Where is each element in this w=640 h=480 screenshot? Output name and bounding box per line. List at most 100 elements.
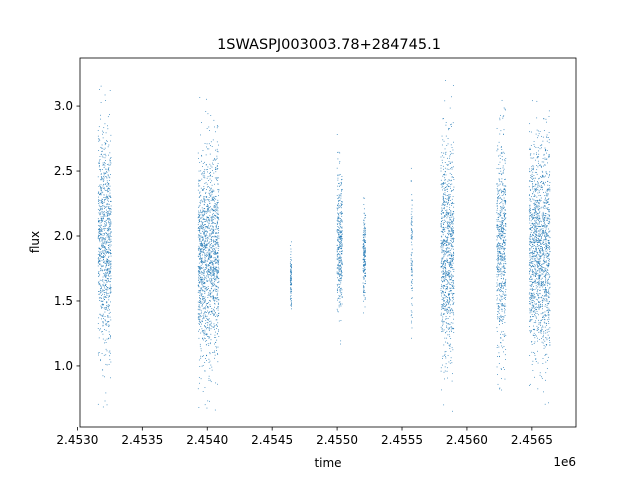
data-point bbox=[201, 225, 203, 227]
data-point bbox=[341, 175, 343, 177]
data-point bbox=[107, 169, 109, 171]
data-point bbox=[200, 187, 202, 189]
data-point bbox=[216, 209, 218, 211]
data-point bbox=[197, 228, 199, 229]
data-point bbox=[441, 216, 443, 218]
data-point bbox=[210, 277, 212, 279]
data-point bbox=[546, 249, 548, 251]
data-point bbox=[498, 352, 500, 354]
data-point bbox=[500, 260, 502, 262]
data-point bbox=[546, 303, 548, 305]
data-point bbox=[547, 262, 549, 264]
data-point bbox=[364, 217, 366, 219]
data-point bbox=[447, 302, 449, 303]
data-point bbox=[533, 203, 535, 205]
data-point bbox=[452, 214, 454, 216]
data-point bbox=[540, 177, 542, 178]
data-point bbox=[209, 229, 211, 231]
data-point bbox=[290, 280, 291, 282]
data-point bbox=[446, 214, 448, 216]
data-point bbox=[445, 135, 447, 137]
data-point bbox=[341, 243, 343, 245]
data-point bbox=[446, 279, 447, 281]
data-point bbox=[217, 177, 219, 179]
data-point bbox=[104, 211, 105, 213]
data-point bbox=[102, 256, 104, 258]
data-point bbox=[201, 160, 202, 162]
data-point bbox=[208, 197, 210, 198]
data-point bbox=[103, 233, 105, 234]
data-point bbox=[103, 303, 104, 305]
data-point bbox=[201, 244, 202, 246]
data-point bbox=[543, 205, 545, 207]
data-point bbox=[290, 251, 292, 253]
data-point bbox=[205, 264, 206, 265]
data-point bbox=[204, 196, 206, 198]
data-point bbox=[365, 261, 366, 263]
data-point bbox=[214, 126, 215, 128]
data-point bbox=[447, 213, 448, 215]
data-point bbox=[209, 202, 211, 204]
data-point bbox=[449, 257, 451, 259]
data-point bbox=[106, 286, 107, 287]
data-point bbox=[411, 235, 413, 237]
data-point bbox=[445, 226, 447, 228]
data-point bbox=[110, 264, 111, 266]
data-point bbox=[446, 271, 448, 273]
data-point bbox=[497, 225, 499, 227]
data-point bbox=[216, 271, 218, 273]
data-point bbox=[501, 228, 503, 230]
data-point bbox=[211, 325, 212, 327]
data-point bbox=[451, 222, 453, 223]
data-point bbox=[364, 273, 366, 274]
data-point bbox=[216, 297, 218, 299]
data-point bbox=[108, 274, 109, 276]
data-point bbox=[102, 202, 104, 204]
data-point bbox=[201, 281, 203, 283]
data-point bbox=[443, 294, 445, 296]
data-point bbox=[200, 218, 202, 219]
data-point bbox=[499, 226, 501, 227]
data-point bbox=[213, 196, 215, 198]
data-point bbox=[197, 317, 199, 319]
data-point bbox=[209, 272, 211, 274]
data-point bbox=[340, 240, 342, 242]
data-point bbox=[547, 265, 549, 267]
data-point bbox=[217, 189, 219, 191]
data-point bbox=[450, 191, 452, 192]
data-point bbox=[410, 258, 412, 259]
data-point bbox=[448, 186, 450, 188]
data-point bbox=[362, 268, 364, 270]
data-point bbox=[364, 255, 366, 257]
data-point bbox=[338, 273, 340, 275]
data-point bbox=[214, 198, 216, 200]
data-point bbox=[200, 134, 201, 136]
data-point bbox=[210, 115, 212, 116]
data-point bbox=[339, 238, 341, 240]
data-point bbox=[497, 237, 498, 239]
data-point bbox=[500, 333, 501, 335]
data-point bbox=[109, 296, 110, 298]
data-point bbox=[104, 229, 105, 231]
data-point bbox=[201, 267, 202, 269]
data-point bbox=[446, 260, 448, 262]
data-point bbox=[105, 243, 107, 245]
data-point bbox=[104, 165, 106, 167]
data-point bbox=[338, 217, 340, 219]
data-point bbox=[204, 235, 206, 237]
data-point bbox=[445, 215, 446, 217]
data-point bbox=[442, 183, 444, 185]
data-point bbox=[503, 257, 505, 258]
data-point bbox=[205, 212, 207, 214]
data-point bbox=[217, 252, 219, 253]
data-point bbox=[338, 279, 340, 280]
data-point bbox=[217, 214, 219, 215]
data-point bbox=[502, 240, 504, 241]
data-point bbox=[102, 315, 104, 317]
data-point bbox=[291, 267, 292, 269]
data-point bbox=[339, 221, 340, 223]
data-point bbox=[449, 328, 450, 329]
data-point bbox=[538, 239, 539, 241]
data-point bbox=[504, 260, 506, 262]
data-point bbox=[411, 229, 413, 231]
